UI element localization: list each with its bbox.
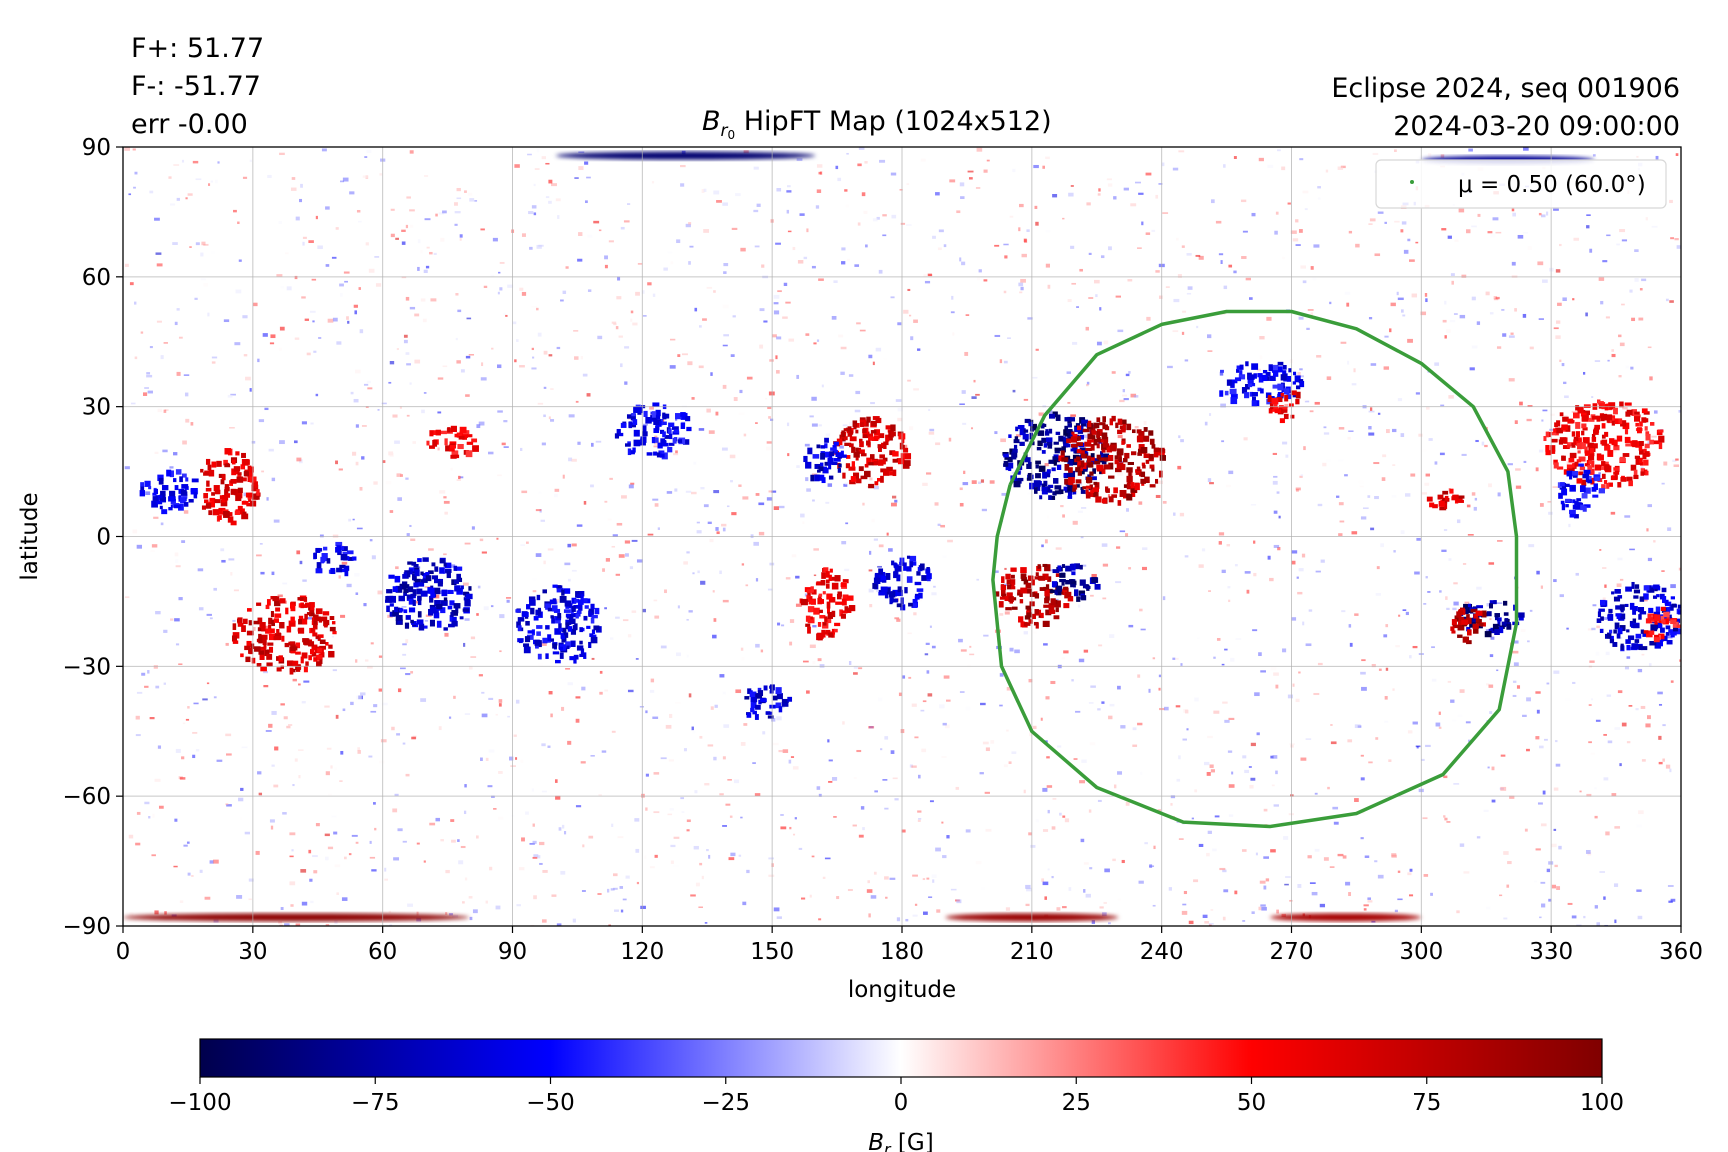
legend-marker <box>1410 180 1414 184</box>
region-ar-8-neg <box>515 584 602 664</box>
region-ar-2-pos <box>994 563 1074 629</box>
x-tick-label: 270 <box>1270 939 1314 965</box>
flux-minus-text: F-: -51.77 <box>131 71 261 102</box>
region-ar-16-pos <box>1267 390 1301 424</box>
colorbar-tick-label: −50 <box>526 1090 575 1116</box>
x-tick-label: 180 <box>880 939 924 965</box>
colorbar-gradient <box>199 1038 1603 1078</box>
x-tick-label: 150 <box>750 939 794 965</box>
region-ar-15-neg <box>1219 361 1305 407</box>
flux-plus-text: F+: 51.77 <box>131 33 265 64</box>
region-ar-5-neg <box>384 557 473 631</box>
region-ar-17-pos <box>426 425 479 459</box>
x-tick-label: 90 <box>498 939 527 965</box>
region-ar-18-neg <box>313 541 357 577</box>
flux-stats: F+: 51.77 F-: -51.77 err -0.00 <box>131 30 264 144</box>
legend-label: μ = 0.50 (60.0°) <box>1458 172 1646 198</box>
region-ar-4-neg <box>803 437 847 484</box>
mu-contour-layer <box>991 309 1519 829</box>
colorbar-tick-label: −25 <box>701 1090 750 1116</box>
y-tick-label: 90 <box>82 135 111 161</box>
x-axis-label: longitude <box>848 977 956 1003</box>
x-tick-label: 300 <box>1399 939 1443 965</box>
colorbar-tick-label: 25 <box>1062 1090 1091 1116</box>
x-tick-label: 330 <box>1529 939 1573 965</box>
colorbar-tick-label: 100 <box>1580 1090 1624 1116</box>
x-tick-label: 30 <box>238 939 267 965</box>
event-datetime-text: 2024-03-20 09:00:00 <box>1393 111 1680 142</box>
colorbar-label: Br [G] <box>868 1130 933 1152</box>
y-tick-label: −30 <box>62 654 111 680</box>
y-tick-label: 30 <box>82 395 111 421</box>
y-tick-label: −60 <box>62 784 111 810</box>
chart-title-text: Br0 HipFT Map (1024x512) <box>702 106 1052 142</box>
quiet-sun-speckle <box>124 147 1681 926</box>
region-ar-12-neg <box>1596 581 1681 652</box>
region-ar-3-pos <box>1450 607 1487 645</box>
x-tick-label: 360 <box>1659 939 1703 965</box>
region-ar-9-neg <box>614 402 692 460</box>
synoptic-map-chart: Br0 HipFT Map (1024x512) 0 30 60 90 120 150 18… <box>17 106 1703 1003</box>
y-tick-label: −90 <box>62 914 111 940</box>
legend: μ = 0.50 (60.0°) <box>1375 159 1667 209</box>
event-name-text: Eclipse 2024, seq 001906 <box>1331 73 1680 104</box>
flux-error-text: err -0.00 <box>131 109 248 140</box>
colorbar-tick-label: 50 <box>1237 1090 1266 1116</box>
x-tick-label: 210 <box>1010 939 1054 965</box>
band-south-pole-pos-3 <box>1269 913 1422 922</box>
region-ar-14-pos <box>1426 488 1465 511</box>
x-tick-label: 60 <box>368 939 397 965</box>
y-axis-label: latitude <box>17 492 43 580</box>
band-north-pole-neg <box>555 151 816 160</box>
region-ar-2-neg <box>1050 563 1101 602</box>
colorbar-tick-label: 0 <box>894 1090 909 1116</box>
region-ar-19-neg <box>1557 463 1605 519</box>
mu-contour-line <box>991 309 1519 829</box>
colorbar-tick-label: −100 <box>168 1090 231 1116</box>
x-tick-label: 240 <box>1140 939 1184 965</box>
colorbar-tick-label: 75 <box>1412 1090 1441 1116</box>
region-ar-1-pos <box>1058 415 1166 506</box>
y-tick-label: 60 <box>82 265 111 291</box>
chart-title: Br0 HipFT Map (1024x512) <box>702 106 1052 142</box>
region-ar-11-pos <box>799 567 856 641</box>
colorbar-tick-label: −75 <box>351 1090 400 1116</box>
event-info: Eclipse 2024, seq 001906 2024-03-20 09:0… <box>1331 70 1680 146</box>
legend-box <box>1375 159 1667 209</box>
axes-layer: 0 30 60 90 120 150 180 210 240 270 300 330 360−90−60… <box>17 135 1703 1003</box>
x-tick-label: 120 <box>620 939 664 965</box>
region-ar-6-pos <box>200 448 261 526</box>
x-tick-label: 0 <box>116 939 131 965</box>
region-ar-20-pos <box>1643 606 1681 643</box>
region-ar-4-pos <box>833 416 912 489</box>
region-ar-13-pos <box>1543 399 1665 490</box>
y-tick-label: 0 <box>96 525 111 551</box>
region-ar-6-neg <box>139 469 199 515</box>
